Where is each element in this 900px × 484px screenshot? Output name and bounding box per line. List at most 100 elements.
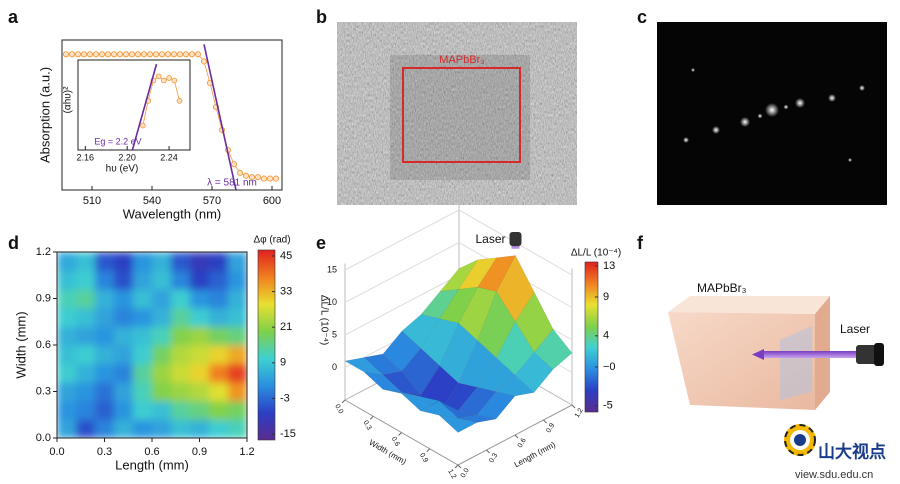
l-tick (486, 449, 490, 454)
heatmap-cell (57, 363, 77, 383)
heatmap-cell (209, 307, 229, 327)
y-axis-label: Absorption (a.u.) (37, 67, 52, 163)
heatmap-cell (114, 419, 134, 438)
heatmap-cell (171, 326, 191, 346)
heatmap-cell (171, 400, 191, 420)
heatmap-cell (190, 363, 210, 383)
annotation: Eg = 2.2 eV (94, 136, 141, 146)
l-tick (543, 419, 547, 424)
heatmap-cell (95, 363, 115, 383)
heatmap-cell (228, 345, 247, 365)
heatmap-cell (95, 419, 115, 438)
data-point (188, 51, 196, 58)
cube-front (668, 312, 815, 410)
y-axis-label: Width (mm) (13, 311, 28, 378)
colorbar-tick-label: 45 (280, 250, 292, 262)
heatmap-cell (114, 307, 134, 327)
logo-rays (784, 424, 816, 456)
z-tick-label: 15 (327, 264, 337, 274)
data-point (176, 98, 183, 104)
heatmap-cell (209, 326, 229, 346)
data-point (266, 175, 274, 182)
heatmap-cell (228, 270, 247, 290)
heatmap-cell (152, 345, 172, 365)
heatmap-cell (152, 289, 172, 309)
cube-top (668, 296, 830, 314)
data-point (152, 51, 160, 58)
x-tick-label: 0.6 (144, 446, 159, 458)
heatmap-cell (57, 289, 77, 309)
heatmap-cell (57, 419, 77, 438)
y-tick-label: 1.2 (36, 246, 51, 258)
l-tick (571, 404, 576, 409)
heatmap-cell (209, 252, 229, 272)
data-point (140, 122, 146, 129)
colorbar-tick-label: 33 (280, 285, 292, 297)
beam-arrow (752, 349, 764, 360)
x-tick-label: 510 (83, 195, 101, 207)
colorbar-tick-label: -5 (603, 400, 613, 412)
heatmap-cell (228, 363, 247, 383)
x-tick-label: 1.2 (239, 446, 254, 458)
surface-patch (438, 414, 478, 433)
x-tick-label: 0.3 (97, 446, 112, 458)
data-point (128, 51, 136, 58)
colorbar-tick-label: −0 (603, 361, 616, 373)
colorbar-tick-label: -15 (280, 428, 296, 440)
tem-particle (390, 55, 530, 180)
y-tick-label: 0.3 (36, 385, 51, 397)
heatmap-cell (209, 363, 229, 383)
colorbar-tick-label: 4 (603, 330, 609, 342)
colorbar-label: Δφ (rad) (253, 235, 290, 246)
x-tick-label: 2.16 (77, 152, 95, 162)
w-tick (426, 448, 431, 453)
heatmap-cell (171, 363, 191, 383)
spot (828, 94, 836, 102)
heatmap-cell (133, 307, 153, 327)
x-tick-label: 2.24 (160, 152, 178, 162)
heatmap-cell (133, 345, 153, 365)
z-tick-label: 0 (332, 362, 337, 372)
colorbar (584, 261, 599, 413)
heatmap-cell (95, 326, 115, 346)
heatmap-cell (57, 400, 77, 420)
watermark-logo (784, 424, 816, 456)
x-tick-label: 540 (143, 195, 161, 207)
x-axis-label: hυ (eV) (106, 164, 139, 175)
y-tick-label: 0.6 (36, 339, 51, 351)
colorbar-label: ΔL/L (10⁻⁴) (571, 248, 621, 259)
heatmap-cell (76, 326, 96, 346)
heatmap-cell (133, 326, 153, 346)
grid-line (344, 209, 573, 276)
data-point (110, 51, 118, 58)
heatmap-cell (133, 252, 153, 272)
heatmap-cell (76, 419, 96, 438)
heatmap-cell (171, 252, 191, 272)
data-point (122, 51, 130, 58)
laser-beam (511, 245, 520, 249)
w-tick (398, 432, 402, 436)
heatmap-cell (190, 289, 210, 309)
heatmap-cell (114, 382, 134, 402)
l-tick (457, 464, 462, 469)
heatmap-cell (114, 270, 134, 290)
data-point (194, 51, 202, 58)
heatmap-cell (209, 419, 229, 438)
data-point (86, 51, 94, 58)
l-tick-label: 1.2 (574, 407, 585, 419)
heatmap-cell (114, 400, 134, 420)
heatmap-cell (171, 382, 191, 402)
x-tick-label: 2.20 (118, 152, 136, 162)
heatmap-cell (114, 345, 134, 365)
heatmap-cell (76, 252, 96, 272)
heatmap-cell (190, 270, 210, 290)
heatmap-cell (190, 252, 210, 272)
data-point (80, 51, 88, 58)
annotation: λ = 581 nm (207, 178, 257, 189)
heatmap-cell (152, 252, 172, 272)
panel-label: d (8, 233, 19, 253)
heatmap-cell (209, 345, 229, 365)
heatmap-cell (133, 363, 153, 383)
colorbar-tick-label: 21 (280, 321, 292, 333)
